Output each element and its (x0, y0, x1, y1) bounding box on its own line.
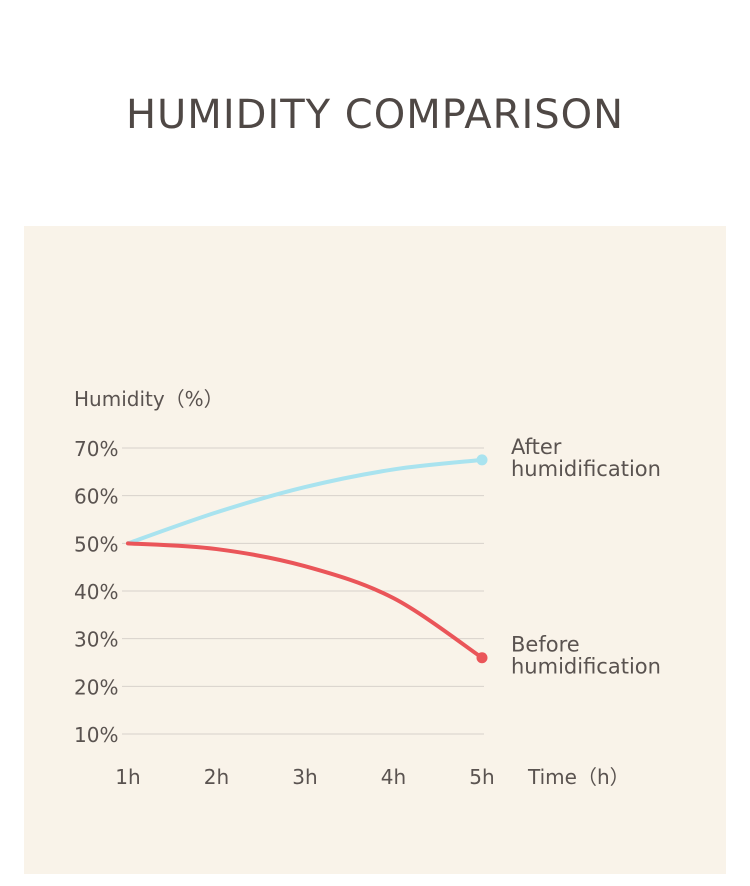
y-tick-label: 10% (74, 723, 118, 747)
y-tick-label: 60% (74, 485, 118, 509)
y-tick-label: 50% (74, 532, 118, 556)
before-humidification-line (126, 541, 484, 660)
series-label: humidification (511, 655, 661, 679)
y-tick-label: 20% (74, 675, 118, 699)
before-humidification-end-point (476, 652, 488, 664)
y-tick-label: 40% (74, 580, 118, 604)
x-axis-label: Time（h） (527, 765, 630, 789)
series-label: After (511, 435, 562, 459)
y-tick-label: 30% (74, 628, 118, 652)
series-label: humidification (511, 457, 661, 481)
humidity-line-chart: Humidity（%） 10% 20% 30% 40% 50% 60% 70% 1h 2h 3h 4h… (74, 387, 661, 789)
x-tick-label: 3h (292, 765, 317, 789)
x-tick-label: 4h (381, 765, 406, 789)
x-tick-label: 1h (115, 765, 140, 789)
series-label: Before (511, 633, 580, 657)
x-tick-label: 5h (469, 765, 494, 789)
chart-title: HUMIDITY COMPARISON (125, 92, 625, 138)
y-tick-label: 70% (74, 437, 118, 461)
chart-panel: Humidity（%） 10% 20% 30% 40% 50% 60% 70% 1h 2h 3h 4h… (24, 226, 726, 874)
after-humidification-end-point (476, 454, 488, 466)
y-axis-label: Humidity（%） (74, 387, 224, 411)
x-tick-label: 2h (204, 765, 229, 789)
after-humidification-line (126, 457, 484, 546)
